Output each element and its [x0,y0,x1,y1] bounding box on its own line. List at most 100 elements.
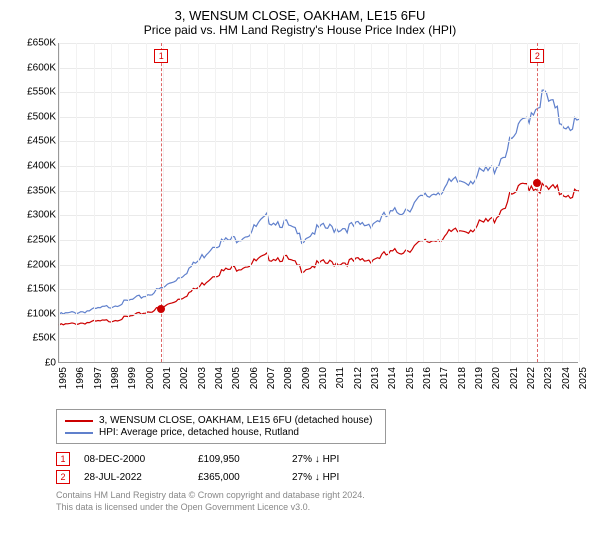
x-tick-label: 2015 [405,367,416,389]
legend-row: HPI: Average price, detached house, Rutl… [65,427,377,438]
gridline-v [336,43,337,362]
event-pct: 27% ↓ HPI [292,472,392,483]
x-tick-label: 2014 [387,367,398,389]
y-tick-label: £550K [27,87,56,98]
x-tick-label: 2004 [214,367,225,389]
event-price: £109,950 [198,454,278,465]
plot-area: 12 [58,43,578,363]
x-tick-label: 2019 [474,367,485,389]
legend-label: HPI: Average price, detached house, Rutl… [99,427,299,438]
event-row: 1 08-DEC-2000 £109,950 27% ↓ HPI [56,452,588,466]
gridline-v [146,43,147,362]
x-tick-label: 2005 [231,367,242,389]
footer-line: Contains HM Land Registry data © Crown c… [56,490,588,502]
gridline-v [319,43,320,362]
gridline-v [59,43,60,362]
chart-subtitle: Price paid vs. HM Land Registry's House … [12,23,588,37]
events-table: 1 08-DEC-2000 £109,950 27% ↓ HPI 2 28-JU… [56,452,588,484]
gridline-v [510,43,511,362]
gridline-v [475,43,476,362]
event-marker: 2 [56,470,70,484]
gridline-v [388,43,389,362]
x-tick-label: 2010 [318,367,329,389]
x-tick-label: 1995 [58,367,69,389]
gridline-v [371,43,372,362]
x-tick-label: 1996 [75,367,86,389]
x-tick-label: 2009 [301,367,312,389]
gridline-v [302,43,303,362]
x-tick-label: 2020 [491,367,502,389]
x-tick-label: 2022 [526,367,537,389]
gridline-v [215,43,216,362]
gridline-v [492,43,493,362]
gridline-v [111,43,112,362]
y-tick-label: £650K [27,38,56,49]
gridline-v [423,43,424,362]
gridline-v [562,43,563,362]
legend: 3, WENSUM CLOSE, OAKHAM, LE15 6FU (detac… [56,409,386,444]
event-marker-box: 2 [530,49,544,63]
y-tick-label: £300K [27,210,56,221]
event-price: £365,000 [198,472,278,483]
x-tick-label: 2002 [179,367,190,389]
y-tick-label: £400K [27,161,56,172]
x-tick-label: 2006 [249,367,260,389]
footer-line: This data is licensed under the Open Gov… [56,502,588,514]
gridline-v [76,43,77,362]
y-tick-label: £350K [27,185,56,196]
event-row: 2 28-JUL-2022 £365,000 27% ↓ HPI [56,470,588,484]
gridline-v [284,43,285,362]
x-tick-label: 2003 [197,367,208,389]
x-tick-label: 1998 [110,367,121,389]
chart-area: £0£50K£100K£150K£200K£250K£300K£350K£400… [14,43,584,403]
event-marker: 1 [56,452,70,466]
x-tick-label: 2001 [162,367,173,389]
gridline-v [579,43,580,362]
x-tick-label: 2024 [561,367,572,389]
gridline-v [94,43,95,362]
y-tick-label: £450K [27,136,56,147]
gridline-v [458,43,459,362]
gridline-v [232,43,233,362]
gridline-v [250,43,251,362]
x-tick-label: 2017 [439,367,450,389]
x-tick-label: 2012 [353,367,364,389]
legend-label: 3, WENSUM CLOSE, OAKHAM, LE15 6FU (detac… [99,415,372,426]
event-pct: 27% ↓ HPI [292,454,392,465]
gridline-v [163,43,164,362]
x-tick-label: 2016 [422,367,433,389]
x-tick-label: 2021 [509,367,520,389]
gridline-v [267,43,268,362]
event-vline [537,43,538,362]
event-date: 28-JUL-2022 [84,472,184,483]
chart-title: 3, WENSUM CLOSE, OAKHAM, LE15 6FU [12,8,588,23]
sale-dot [157,305,165,313]
y-tick-label: £500K [27,111,56,122]
sale-dot [533,179,541,187]
y-tick-label: £0 [45,358,56,369]
gridline-v [180,43,181,362]
y-axis: £0£50K£100K£150K£200K£250K£300K£350K£400… [14,43,58,363]
legend-row: 3, WENSUM CLOSE, OAKHAM, LE15 6FU (detac… [65,415,377,426]
x-tick-label: 2000 [145,367,156,389]
x-tick-label: 1999 [127,367,138,389]
event-date: 08-DEC-2000 [84,454,184,465]
y-tick-label: £200K [27,259,56,270]
x-tick-label: 2018 [457,367,468,389]
y-tick-label: £50K [33,333,56,344]
gridline-v [440,43,441,362]
gridline-v [354,43,355,362]
event-marker-box: 1 [154,49,168,63]
x-tick-label: 1997 [93,367,104,389]
x-axis: 1995 1996 1997 1998 1999 2000 2001 2002 2003 2004… [58,363,578,403]
gridline-v [128,43,129,362]
gridline-v [198,43,199,362]
x-tick-label: 2013 [370,367,381,389]
x-tick-label: 2025 [578,367,589,389]
x-tick-label: 2011 [335,367,346,389]
gridline-v [544,43,545,362]
gridline-v [527,43,528,362]
y-tick-label: £250K [27,234,56,245]
event-vline [161,43,162,362]
gridline-v [406,43,407,362]
